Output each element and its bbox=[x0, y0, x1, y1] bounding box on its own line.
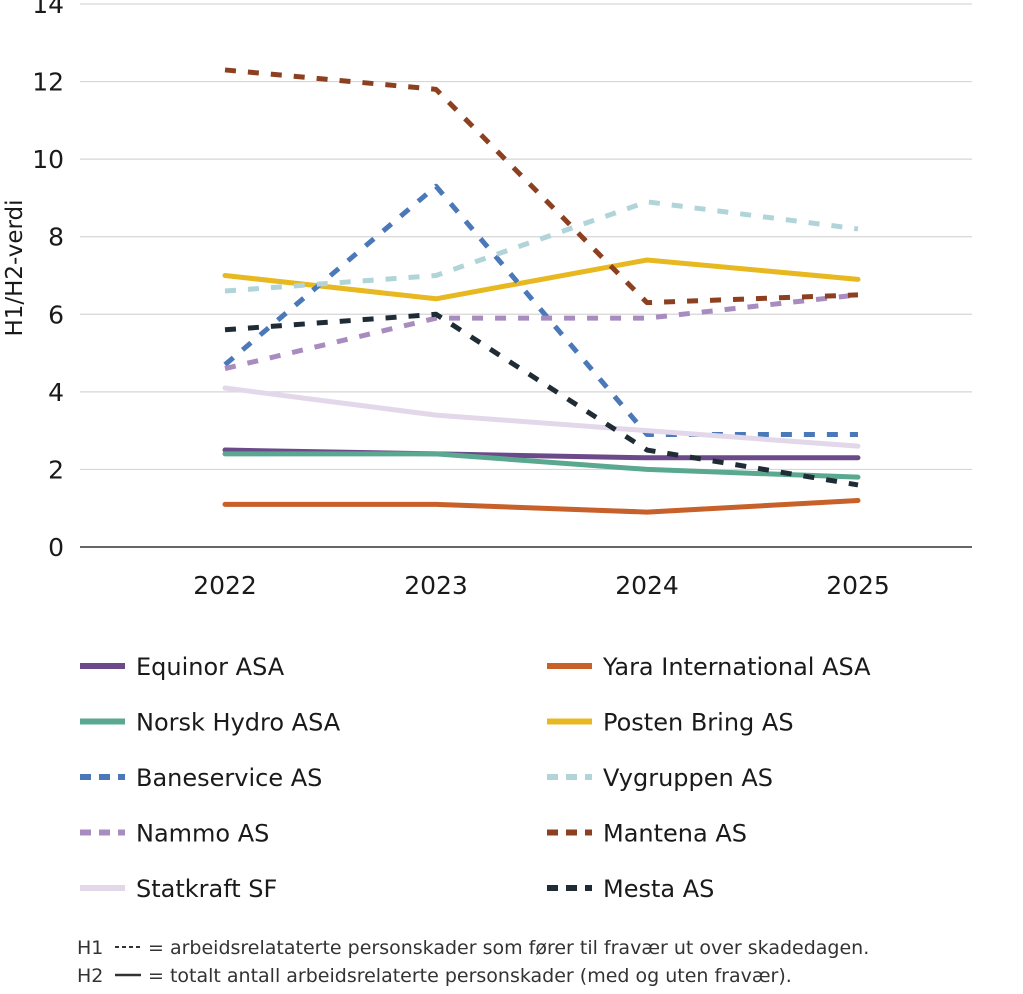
note-h2-text: = totalt antall arbeidsrelaterte persons… bbox=[148, 965, 792, 987]
legend-label-equinor-asa: Equinor ASA bbox=[136, 653, 285, 681]
series-lines bbox=[222, 67, 861, 515]
series-line-statkraft-sf bbox=[222, 385, 861, 449]
note-h2-prefix: H2 bbox=[77, 965, 103, 987]
series-line-posten-bring-as bbox=[222, 257, 861, 302]
y-tick-label: 6 bbox=[48, 300, 64, 329]
footnotes: H1 = arbeidsrelataterte personskader som… bbox=[77, 937, 869, 987]
x-tick-label: 2022 bbox=[193, 571, 257, 600]
series-line-vygruppen-as bbox=[224, 199, 859, 294]
series-line-norsk-hydro-asa bbox=[222, 451, 861, 480]
y-tick-label: 2 bbox=[48, 455, 64, 484]
legend-label-vygruppen-as: Vygruppen AS bbox=[603, 764, 773, 792]
y-tick-label: 12 bbox=[32, 68, 64, 97]
legend-label-mantena-as: Mantena AS bbox=[603, 820, 747, 848]
y-tick-label: 4 bbox=[48, 378, 64, 407]
note-h1-text: = arbeidsrelataterte personskader som fø… bbox=[148, 937, 869, 959]
legend-label-yara-international-asa: Yara International ASA bbox=[602, 653, 871, 681]
legend-label-posten-bring-as: Posten Bring AS bbox=[603, 709, 794, 737]
series-line-nammo-as bbox=[224, 292, 859, 372]
legend-label-norsk-hydro-asa: Norsk Hydro ASA bbox=[136, 709, 341, 737]
x-tick-label: 2025 bbox=[826, 571, 890, 600]
axes: H1/H2-verdi 0 2 4 6 8 10 12 14 2022 2023 2024 2025 bbox=[2, 0, 890, 600]
y-tick-label: 10 bbox=[32, 145, 64, 174]
y-tick-label: 14 bbox=[32, 0, 64, 19]
series-line-baneservice-as bbox=[223, 183, 858, 438]
y-tick-label: 8 bbox=[48, 223, 64, 252]
legend-label-nammo-as: Nammo AS bbox=[136, 820, 269, 848]
legend: Equinor ASA Yara International ASA Norsk H… bbox=[80, 653, 871, 903]
note-h1-prefix: H1 bbox=[77, 937, 103, 959]
series-line-mantena-as bbox=[224, 67, 859, 306]
grid-lines bbox=[80, 3, 972, 548]
y-tick-label: 0 bbox=[48, 533, 64, 562]
legend-label-baneservice-as: Baneservice AS bbox=[136, 764, 322, 792]
series-line-yara-international-asa bbox=[222, 497, 861, 515]
legend-label-mesta-as: Mesta AS bbox=[603, 875, 714, 903]
x-tick-label: 2023 bbox=[404, 571, 468, 600]
legend-label-statkraft-sf: Statkraft SF bbox=[136, 875, 277, 903]
x-tick-label: 2024 bbox=[615, 571, 679, 600]
y-axis-title: H1/H2-verdi bbox=[2, 199, 28, 336]
